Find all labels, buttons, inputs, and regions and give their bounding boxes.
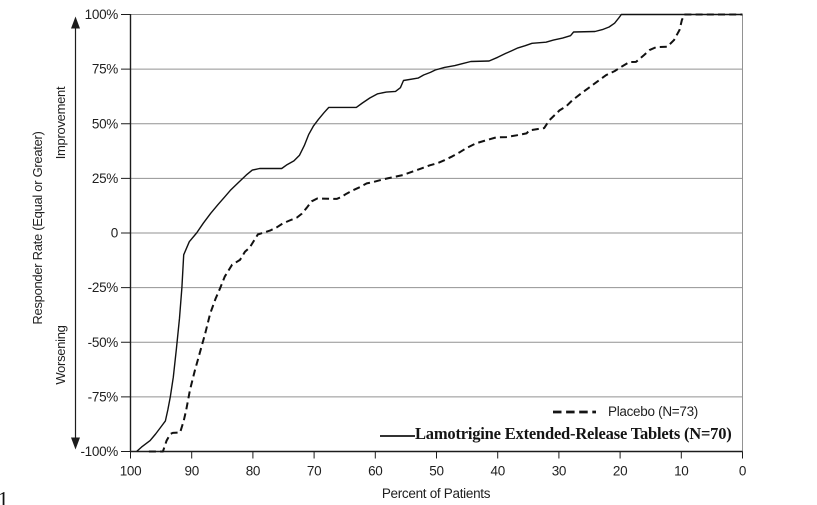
cropped-text-fragment: 1 [0, 487, 9, 505]
legend-item-lamotrigine: Lamotrigine Extended-Release Tablets (N=… [380, 424, 732, 443]
worsening-direction-label: Worsening [53, 325, 68, 385]
y-tick-label-75: 75% [92, 62, 118, 77]
legend-placebo-label: Placebo (N=73) [608, 404, 698, 419]
dashed-line-key-icon [553, 410, 596, 413]
x-tick-label-30: 30 [552, 464, 566, 479]
legend-lamotrigine-label: Lamotrigine Extended-Release Tablets (N=… [415, 424, 732, 443]
x-tick-label-0: 0 [739, 464, 746, 479]
series-line-lamotrigine [136, 13, 743, 453]
x-tick-label-50: 50 [429, 464, 443, 479]
y-tick-label--75: -75% [88, 389, 119, 404]
series-line-placebo [148, 13, 743, 453]
solid-line-key-icon [380, 435, 415, 437]
x-tick-label-90: 90 [184, 464, 198, 479]
legend-item-placebo: Placebo (N=73) [552, 404, 698, 419]
y-tick-label-100: 100% [85, 7, 119, 22]
x-axis-title: Percent of Patients [381, 486, 491, 501]
y-tick-label--25: -25% [88, 280, 119, 295]
x-tick-label-100: 100 [120, 464, 142, 479]
up-arrowhead-icon [71, 16, 80, 29]
x-tick-label-40: 40 [490, 464, 504, 479]
y-tick-label-0: 0 [111, 226, 118, 241]
down-arrowhead-icon [71, 437, 80, 450]
x-tick-label-10: 10 [674, 464, 688, 479]
x-tick-label-80: 80 [246, 464, 260, 479]
y-tick-label-25: 25% [92, 171, 118, 186]
x-tick-label-20: 20 [613, 464, 627, 479]
y-tick-label-50: 50% [92, 116, 118, 131]
y-axis-title: Responder Rate (Equal or Greater) [30, 131, 45, 325]
improvement-direction-label: Improvement [53, 86, 68, 160]
y-tick-label--100: -100% [80, 444, 118, 459]
x-tick-label-70: 70 [307, 464, 321, 479]
x-tick-label-60: 60 [368, 464, 382, 479]
y-tick-label--50: -50% [88, 335, 119, 350]
